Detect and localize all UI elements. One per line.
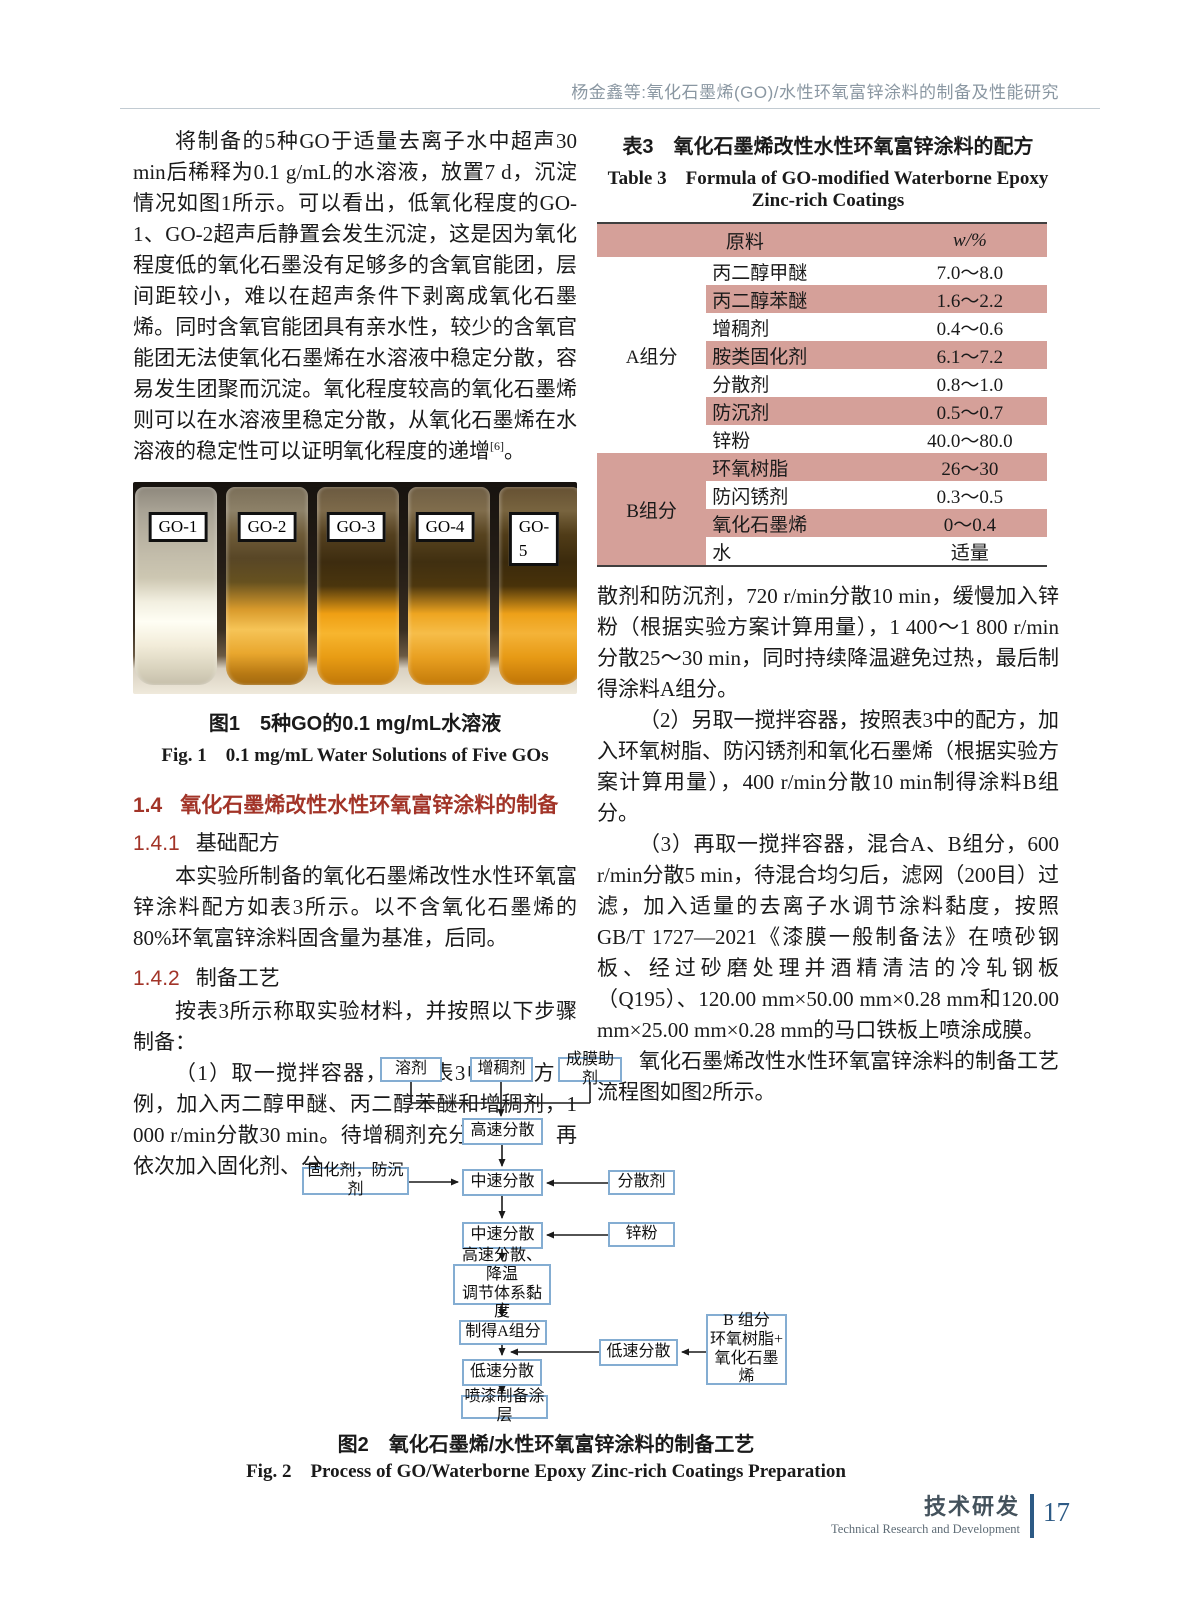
paragraph-process-intro: 按表3所示称取实验材料，并按照以下步骤制备： [133, 999, 577, 1054]
flow-node-high-speed: 高速分散 [462, 1118, 543, 1145]
flow-node-zinc-powder: 锌粉 [608, 1222, 675, 1247]
value-cell: 0～0.4 [892, 509, 1047, 537]
table-row: 胺类固化剂 6.1～7.2 [597, 341, 1047, 369]
flow-node-high-speed-cool: 高速分散、降温 调节体系黏度 [453, 1247, 551, 1320]
material-cell: 防沉剂 [706, 397, 893, 425]
material-cell: 增稠剂 [712, 318, 770, 340]
paragraph-text: 将制备的5种GO于适量去离子水中超声30 min后稀释为0.1 g/mL的水溶液… [133, 129, 577, 463]
page-number: 17 [1043, 1496, 1070, 1527]
bottle-label: GO-5 [508, 512, 560, 566]
flow-node-low-speed: 低速分散 [462, 1359, 542, 1386]
section-number: 1.4.2 [133, 967, 180, 990]
material-cell: 防闪锈剂 [712, 486, 789, 508]
figure1-caption-en: Fig. 1 0.1 mg/mL Water Solutions of Five… [161, 745, 549, 766]
figure2-flowchart: 溶剂 增稠剂 成膜助剂 高速分散 固化剂，防沉剂 中速分散 分散剂 中速分散 锌… [0, 1045, 1187, 1430]
material-cell: 环氧树脂 [706, 453, 893, 481]
value-cell: 1.6～2.2 [892, 285, 1047, 313]
figure2-caption-en: Fig. 2 Process of GO/Waterborne Epoxy Zi… [246, 1461, 846, 1482]
paragraph-go-solutions: 将制备的5种GO于适量去离子水中超声30 min后稀释为0.1 g/mL的水溶液… [133, 126, 577, 467]
paragraph-step3: （3）再取一搅拌容器，混合A、B组分，600 r/min分散5 min，待混合均… [597, 832, 1059, 1042]
value-cell: 0.3～0.5 [936, 486, 1004, 508]
paragraph-step2: （2）另取一搅拌容器，按照表3中的配方，加入环氧树脂、防闪锈剂和氧化石墨烯（根据… [597, 708, 1059, 825]
table3-header-material: 原料 [597, 223, 893, 257]
flow-node-film-aid: 成膜助剂 [558, 1051, 622, 1087]
table-row: 防沉剂 0.5～0.7 [597, 397, 1047, 425]
flow-node-thickener: 增稠剂 [470, 1057, 533, 1082]
table3-header-fraction: w/% [892, 223, 1047, 257]
section-heading-1-4-2: 1.4.2 制备工艺 [133, 962, 577, 992]
value-cell: 0.5～0.7 [892, 397, 1047, 425]
footer-divider-bar [1030, 1494, 1034, 1538]
table3-caption-en-line2: Zinc-rich Coatings [751, 190, 905, 211]
section-heading-1-4: 1.4 氧化石墨烯改性水性环氧富锌涂料的制备 [133, 789, 577, 819]
table3-caption-en-line1: Table 3 Formula of GO-modified Waterborn… [607, 168, 1049, 189]
value-cell: 7.0～8.0 [936, 262, 1004, 284]
table-row: 增稠剂 0.4～0.6 [597, 313, 1047, 341]
value-cell: 适量 [950, 542, 989, 564]
left-column: 将制备的5种GO于适量去离子水中超声30 min后稀释为0.1 g/mL的水溶液… [133, 126, 577, 1182]
flow-node-curing-antisettle: 固化剂，防沉剂 [302, 1162, 409, 1198]
value-cell: 0.4～0.6 [936, 318, 1004, 340]
table3: 原料 w/% A组分 丙二醇甲醚 7.0～8.0 丙二醇苯醚 1.6～2.2 增… [597, 222, 1047, 567]
table-row: 丙二醇苯醚 1.6～2.2 [597, 285, 1047, 313]
table3-header-row: 原料 w/% [597, 223, 1047, 257]
table3-group-a: A组分 [625, 346, 678, 368]
flow-node-b-component: B 组分 环氧树脂+ 氧化石墨烯 [706, 1312, 787, 1385]
running-head: 杨金鑫等:氧化石墨烯(GO)/水性环氧富锌涂料的制备及性能研究 [571, 83, 1059, 102]
table3-group-b: B组分 [597, 453, 707, 566]
page-footer: 技术研发 Technical Research and Development … [720, 1494, 1070, 1538]
flowchart-connectors [409, 1081, 706, 1394]
paragraph-period: 。 [504, 439, 525, 463]
flow-node-spray-coating: 喷漆制备涂层 [461, 1388, 548, 1424]
flow-node-low-speed-right: 低速分散 [599, 1339, 678, 1366]
paragraph-a-component: 散剂和防沉剂，720 r/min分散10 min，缓慢加入锌粉（根据实验方案计算… [597, 584, 1059, 701]
bottle-label: GO-1 [148, 512, 208, 542]
value-cell: 26～30 [892, 453, 1047, 481]
material-cell: 锌粉 [712, 430, 751, 452]
paragraph-figure2-intro: 氧化石墨烯改性水性环氧富锌涂料的制备工艺流程图如图2所示。 [597, 1049, 1059, 1104]
value-cell: 0.8～1.0 [936, 374, 1004, 396]
table-row: 锌粉 40.0～80.0 [597, 425, 1047, 453]
flow-node-mid-speed-1: 中速分散 [462, 1169, 543, 1196]
table-row: 氧化石墨烯 0～0.4 [597, 509, 1047, 537]
flow-node-dispersant: 分散剂 [608, 1170, 675, 1195]
footer-section-zh: 技术研发 [923, 1494, 1020, 1519]
footer-section-en: Technical Research and Development [831, 1522, 1020, 1536]
figure1-caption-zh: 图1 5种GO的0.1 mg/mL水溶液 [208, 713, 502, 735]
material-cell: 丙二醇甲醚 [712, 262, 808, 284]
citation-ref: [6] [490, 439, 504, 453]
footer-section: 技术研发 Technical Research and Development [720, 1495, 1020, 1537]
section-heading-1-4-1: 1.4.1 基础配方 [133, 827, 577, 857]
flow-node-get-a-component: 制得A组分 [459, 1320, 547, 1345]
value-cell: 6.1～7.2 [892, 341, 1047, 369]
material-cell: 丙二醇苯醚 [706, 285, 893, 313]
table-row: A组分 丙二醇甲醚 7.0～8.0 [597, 257, 1047, 368]
figure2-caption-zh: 图2 氧化石墨烯/水性环氧富锌涂料的制备工艺 [337, 1434, 755, 1456]
section-title: 基础配方 [195, 831, 280, 855]
flow-node-mid-speed-2: 中速分散 [462, 1222, 543, 1249]
table-row: 防闪锈剂 0.3～0.5 [597, 481, 1047, 509]
value-cell: 40.0～80.0 [927, 430, 1013, 452]
section-title: 氧化石墨烯改性水性环氧富锌涂料的制备 [180, 794, 559, 817]
table-row: 分散剂 0.8～1.0 [597, 369, 1047, 397]
material-cell: 水 [712, 542, 732, 564]
right-column: 表3 氧化石墨烯改性水性环氧富锌涂料的配方 Table 3 Formula of… [597, 130, 1059, 1108]
figure1-photo: GO-1 GO-2 GO-3 GO-4 GO-5 [133, 482, 577, 694]
table-row: 水 适量 [597, 537, 1047, 566]
table3-caption-zh: 表3 氧化石墨烯改性水性环氧富锌涂料的配方 [622, 136, 1034, 158]
bottle-label: GO-3 [326, 512, 386, 542]
bottle-label: GO-2 [237, 512, 297, 542]
bottle-label: GO-4 [415, 512, 475, 542]
section-number: 1.4.1 [133, 832, 180, 855]
flow-node-solvent: 溶剂 [380, 1057, 442, 1082]
material-cell: 氧化石墨烯 [706, 509, 893, 537]
material-cell: 分散剂 [712, 374, 770, 396]
section-title: 制备工艺 [195, 966, 280, 990]
table-row: B组分 环氧树脂 26～30 [597, 453, 1047, 566]
header-rule [120, 108, 1100, 109]
section-number: 1.4 [133, 794, 163, 817]
material-cell: 胺类固化剂 [706, 341, 893, 369]
paragraph-base-formula: 本实验所制备的氧化石墨烯改性水性环氧富锌涂料配方如表3所示。以不含氧化石墨烯的8… [133, 864, 577, 950]
